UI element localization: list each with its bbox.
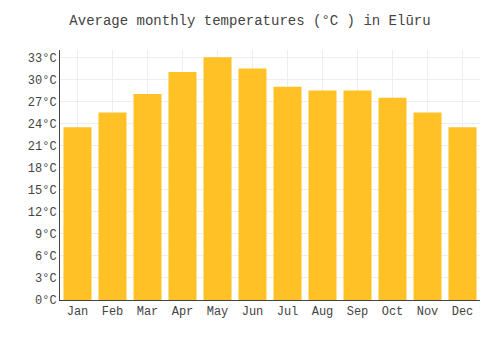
svg-text:12°C: 12°C bbox=[28, 206, 57, 220]
svg-text:Aug: Aug bbox=[312, 305, 334, 319]
svg-text:18°C: 18°C bbox=[28, 162, 57, 176]
svg-text:33°C: 33°C bbox=[28, 52, 57, 66]
svg-text:Jul: Jul bbox=[277, 305, 299, 319]
svg-text:6°C: 6°C bbox=[35, 250, 57, 264]
svg-text:Mar: Mar bbox=[137, 305, 159, 319]
svg-text:30°C: 30°C bbox=[28, 74, 57, 88]
svg-text:0°C: 0°C bbox=[35, 294, 57, 308]
svg-text:9°C: 9°C bbox=[35, 228, 57, 242]
svg-text:May: May bbox=[207, 305, 229, 319]
svg-text:27°C: 27°C bbox=[28, 96, 57, 110]
svg-text:Jun: Jun bbox=[242, 305, 264, 319]
svg-text:15°C: 15°C bbox=[28, 184, 57, 198]
svg-text:21°C: 21°C bbox=[28, 140, 57, 154]
svg-text:Jan: Jan bbox=[67, 305, 89, 319]
svg-text:3°C: 3°C bbox=[35, 272, 57, 286]
svg-text:Feb: Feb bbox=[102, 305, 124, 319]
svg-text:Nov: Nov bbox=[417, 305, 439, 319]
svg-text:Sep: Sep bbox=[347, 305, 369, 319]
svg-text:Average monthly temperatures (: Average monthly temperatures (°C ) in El… bbox=[69, 13, 430, 29]
svg-text:Dec: Dec bbox=[452, 305, 474, 319]
svg-text:24°C: 24°C bbox=[28, 118, 57, 132]
svg-text:Oct: Oct bbox=[382, 305, 404, 319]
svg-text:Apr: Apr bbox=[172, 305, 194, 319]
